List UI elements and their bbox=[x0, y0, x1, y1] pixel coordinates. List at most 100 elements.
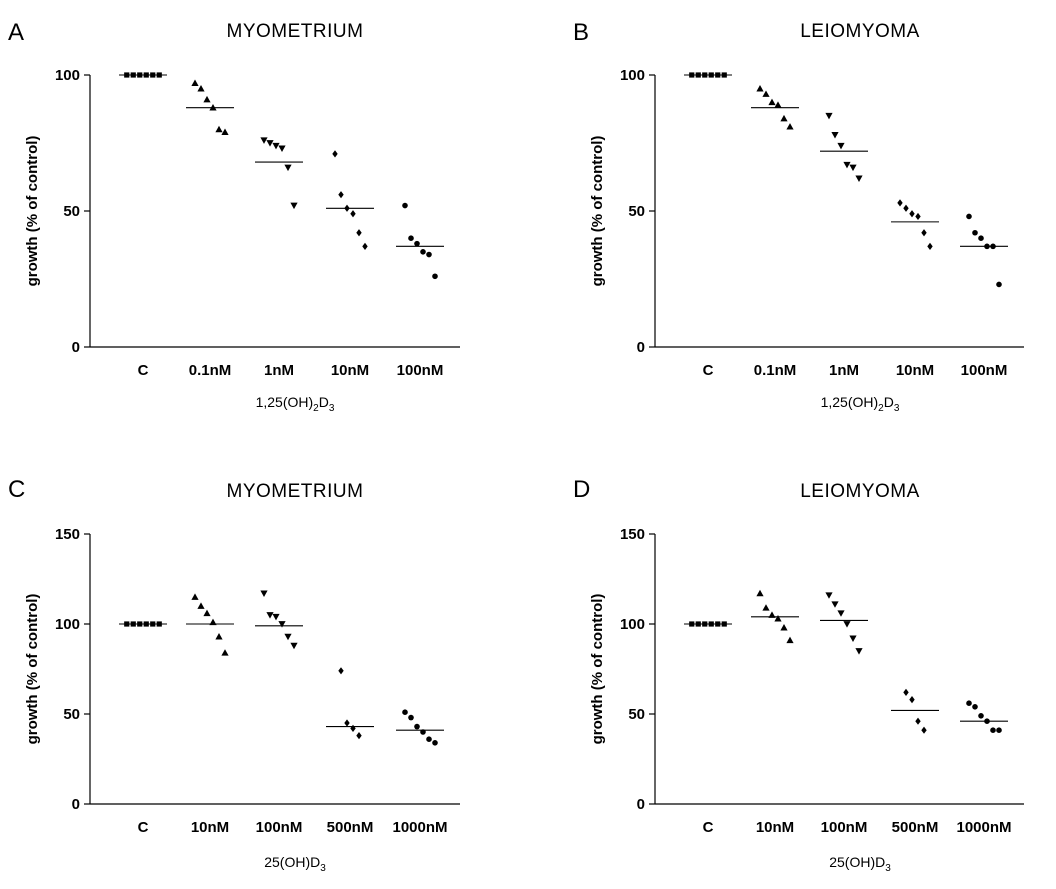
marker-square bbox=[702, 72, 708, 78]
x-axis-title-part: D bbox=[884, 394, 894, 410]
marker-triangle-down bbox=[843, 161, 851, 169]
marker-circle bbox=[996, 727, 1002, 733]
marker-square bbox=[137, 72, 143, 78]
marker-circle bbox=[432, 740, 438, 746]
marker-circle bbox=[978, 235, 984, 241]
marker-triangle-down bbox=[266, 140, 274, 147]
marker-circle bbox=[420, 729, 426, 735]
y-tick-label: 50 bbox=[63, 203, 80, 220]
marker-diamond bbox=[356, 229, 362, 237]
panel-letter: A bbox=[8, 19, 24, 46]
y-tick-label: 100 bbox=[55, 616, 80, 633]
group-4 bbox=[396, 202, 444, 280]
group-4 bbox=[396, 709, 444, 746]
marker-square bbox=[150, 621, 156, 627]
marker-triangle-down bbox=[855, 648, 863, 655]
marker-triangle-up bbox=[221, 128, 229, 135]
marker-triangle-up bbox=[786, 123, 794, 130]
marker-triangle-up bbox=[209, 618, 217, 626]
marker-diamond bbox=[915, 212, 921, 221]
category-label: 100nM bbox=[256, 819, 303, 836]
panel-letter: C bbox=[8, 476, 25, 503]
y-tick-label: 0 bbox=[637, 339, 645, 356]
marker-triangle-up bbox=[786, 636, 794, 644]
marker-square bbox=[137, 621, 143, 627]
marker-diamond bbox=[903, 204, 909, 212]
marker-triangle-down bbox=[849, 635, 857, 642]
y-tick-label: 50 bbox=[628, 706, 645, 723]
group-2 bbox=[255, 590, 303, 650]
group-0 bbox=[684, 621, 732, 627]
marker-triangle-up bbox=[768, 611, 776, 618]
panel-title: LEIOMYOMA bbox=[800, 481, 920, 502]
marker-square bbox=[150, 72, 156, 78]
marker-square bbox=[156, 621, 162, 627]
marker-triangle-down bbox=[831, 131, 839, 139]
marker-square bbox=[721, 621, 727, 627]
marker-circle bbox=[426, 736, 432, 742]
marker-triangle-down bbox=[825, 112, 833, 120]
marker-triangle-down bbox=[843, 621, 851, 628]
marker-circle bbox=[990, 727, 996, 733]
marker-square bbox=[689, 72, 695, 78]
marker-diamond bbox=[338, 667, 344, 675]
marker-circle bbox=[420, 249, 426, 255]
category-label: C bbox=[138, 362, 149, 379]
marker-triangle-up bbox=[756, 589, 764, 597]
marker-triangle-down bbox=[849, 164, 857, 172]
marker-circle bbox=[426, 251, 432, 258]
marker-square bbox=[695, 621, 701, 627]
category-label: 100nM bbox=[961, 362, 1008, 379]
x-axis-title-subscript: 3 bbox=[894, 403, 900, 414]
marker-circle bbox=[414, 240, 420, 247]
category-label: 500nM bbox=[892, 819, 939, 836]
marker-circle bbox=[996, 281, 1002, 288]
marker-circle bbox=[966, 700, 972, 706]
y-axis-title: growth (% of control) bbox=[589, 594, 606, 745]
x-axis-title-subscript: 3 bbox=[320, 863, 326, 874]
marker-triangle-up bbox=[203, 609, 211, 617]
marker-triangle-up bbox=[197, 602, 205, 609]
category-label: C bbox=[703, 362, 714, 379]
group-3 bbox=[326, 667, 374, 740]
group-2 bbox=[820, 112, 868, 182]
group-3 bbox=[326, 150, 374, 250]
x-axis-title-part: D bbox=[319, 394, 329, 410]
marker-triangle-up bbox=[774, 101, 782, 108]
panel-b: B LEIOMYOMA 0 50 100 growth (% of control) C 0.… bbox=[573, 19, 1024, 414]
marker-triangle-down bbox=[837, 610, 845, 617]
category-label: C bbox=[138, 819, 149, 836]
category-label: 0.1nM bbox=[754, 362, 797, 379]
marker-diamond bbox=[362, 242, 368, 250]
panel-title: MYOMETRIUM bbox=[227, 21, 364, 42]
marker-triangle-down bbox=[290, 642, 298, 650]
x-axis-title-subscript: 2 bbox=[878, 403, 884, 414]
panel-title: LEIOMYOMA bbox=[800, 21, 920, 42]
y-tick-label: 150 bbox=[55, 526, 80, 543]
marker-diamond bbox=[921, 726, 927, 734]
x-axis-title: 25(OH)D3 bbox=[264, 854, 326, 874]
marker-square bbox=[702, 621, 708, 627]
marker-circle bbox=[984, 718, 990, 724]
marker-square bbox=[143, 72, 149, 78]
marker-square bbox=[124, 621, 130, 627]
marker-circle bbox=[414, 723, 420, 730]
marker-circle bbox=[978, 713, 984, 719]
x-axis-title-subscript: 3 bbox=[885, 863, 891, 874]
y-tick-label: 100 bbox=[55, 67, 80, 84]
x-axis-title-part: 1,25(OH) bbox=[256, 394, 314, 410]
category-label: 100nM bbox=[821, 819, 868, 836]
marker-circle bbox=[972, 704, 978, 710]
group-0 bbox=[119, 72, 167, 78]
group-3 bbox=[891, 199, 939, 250]
marker-circle bbox=[408, 235, 414, 241]
panel-letter: D bbox=[573, 476, 590, 503]
panel-letter: B bbox=[573, 19, 589, 46]
group-3 bbox=[891, 688, 939, 734]
marker-triangle-down bbox=[260, 137, 268, 144]
panel-d: D LEIOMYOMA 0 50 100 150 growth (% of control)… bbox=[573, 476, 1024, 874]
x-axis-title: 1,25(OH)2D3 bbox=[256, 394, 335, 414]
x-axis-title-part: 25(OH)D bbox=[829, 854, 885, 870]
